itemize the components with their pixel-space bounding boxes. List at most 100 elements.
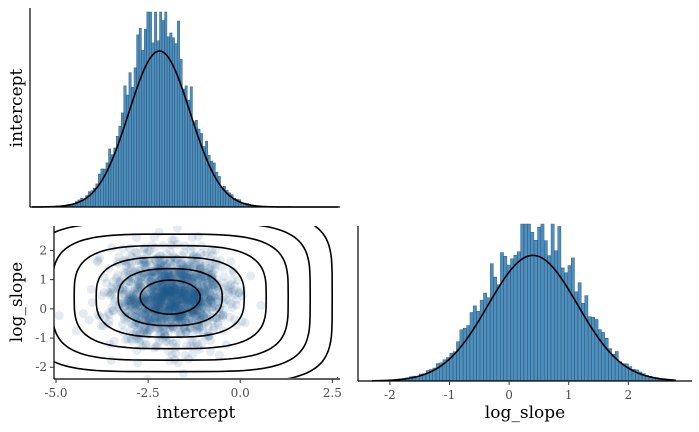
scatter-point — [165, 271, 175, 281]
scatter-point — [166, 291, 176, 301]
scatter-point — [153, 295, 163, 305]
scatter-point — [186, 323, 196, 333]
scatter-point — [145, 300, 155, 310]
scatter-point — [201, 275, 211, 285]
scatter-point — [176, 285, 186, 295]
scatter-point — [174, 268, 184, 278]
scatter-point — [155, 296, 165, 306]
scatter-point — [156, 265, 165, 275]
scatter-point — [163, 292, 173, 302]
scatter-point — [128, 329, 138, 339]
scatter-point — [153, 282, 163, 292]
scatter-point — [168, 338, 178, 348]
scatter-point — [156, 313, 165, 323]
scatter-point — [165, 286, 175, 296]
scatter-point — [203, 302, 213, 312]
scatter-point — [142, 272, 152, 282]
scatter-point — [125, 326, 135, 336]
scatter-point — [130, 274, 140, 284]
scatter-point — [162, 291, 172, 301]
scatter-point — [157, 288, 167, 298]
scatter-point — [111, 273, 121, 283]
scatter-point — [160, 269, 170, 278]
scatter-point — [203, 321, 213, 331]
scatter-point — [175, 290, 185, 300]
scatter-point — [164, 268, 174, 277]
scatter-point — [104, 316, 114, 326]
scatter-point — [159, 256, 169, 266]
scatter-point — [156, 287, 166, 297]
scatter-point — [171, 342, 180, 352]
scatter-point — [165, 283, 175, 292]
scatter-point — [167, 350, 177, 360]
scatter-point — [136, 286, 146, 296]
scatter-point — [203, 281, 213, 290]
scatter-point — [127, 295, 137, 305]
scatter-point — [170, 302, 180, 312]
scatter-point — [160, 286, 169, 296]
scatter-point — [168, 295, 178, 305]
histogram-bar — [473, 305, 477, 382]
scatter-point — [232, 295, 242, 305]
scatter-point — [147, 274, 157, 284]
scatter-point — [184, 354, 193, 364]
scatter-point — [124, 289, 134, 299]
scatter-point — [139, 257, 149, 267]
scatter-point — [142, 270, 152, 280]
scatter-point — [256, 301, 266, 310]
scatter-point — [192, 324, 202, 334]
scatter-point — [168, 302, 178, 312]
scatter-point — [133, 325, 143, 335]
scatter-point — [164, 305, 174, 315]
scatter-point — [172, 268, 182, 278]
scatter-point — [172, 283, 182, 293]
scatter-point — [175, 315, 185, 325]
histogram-bar — [187, 99, 191, 208]
scatter-point — [196, 303, 206, 313]
scatter-point — [147, 293, 157, 303]
scatter-point — [163, 287, 173, 297]
scatter-point — [170, 256, 180, 266]
scatter-point — [213, 320, 223, 330]
scatter-point — [158, 333, 168, 343]
scatter-point — [133, 276, 143, 286]
scatter-point — [167, 295, 177, 305]
scatter-point — [177, 298, 187, 308]
scatter-point — [159, 304, 169, 313]
scatter-point — [190, 291, 199, 301]
scatter-point — [124, 307, 134, 316]
scatter-point — [152, 317, 162, 327]
scatter-point — [152, 293, 162, 302]
scatter-point — [159, 286, 169, 296]
scatter-point — [187, 318, 197, 328]
scatter-point — [154, 336, 164, 346]
scatter-point — [180, 269, 189, 279]
scatter-point — [141, 315, 150, 325]
scatter-point — [184, 314, 194, 324]
scatter-point — [145, 315, 155, 325]
scatter-point — [150, 296, 160, 305]
scatter-point — [185, 323, 195, 333]
scatter-point — [159, 282, 169, 292]
scatter-point — [178, 294, 188, 304]
scatter-point — [191, 260, 201, 270]
scatter-point — [189, 289, 199, 298]
scatter-point — [169, 267, 179, 277]
scatter-point — [154, 290, 164, 300]
density-contours — [54, 226, 338, 378]
scatter-point — [169, 275, 179, 284]
scatter-point — [156, 315, 166, 325]
scatter-point — [108, 305, 118, 315]
scatter-point — [148, 286, 158, 296]
scatter-point — [166, 298, 176, 307]
scatter-point — [167, 305, 177, 315]
scatter-point — [226, 299, 236, 309]
scatter-point — [168, 292, 178, 302]
scatter-point — [168, 281, 178, 291]
scatter-point — [172, 294, 182, 304]
scatter-point — [131, 312, 141, 322]
scatter-point — [177, 272, 187, 282]
scatter-point — [196, 249, 206, 258]
scatter-point — [107, 243, 117, 253]
scatter-point — [187, 233, 197, 242]
